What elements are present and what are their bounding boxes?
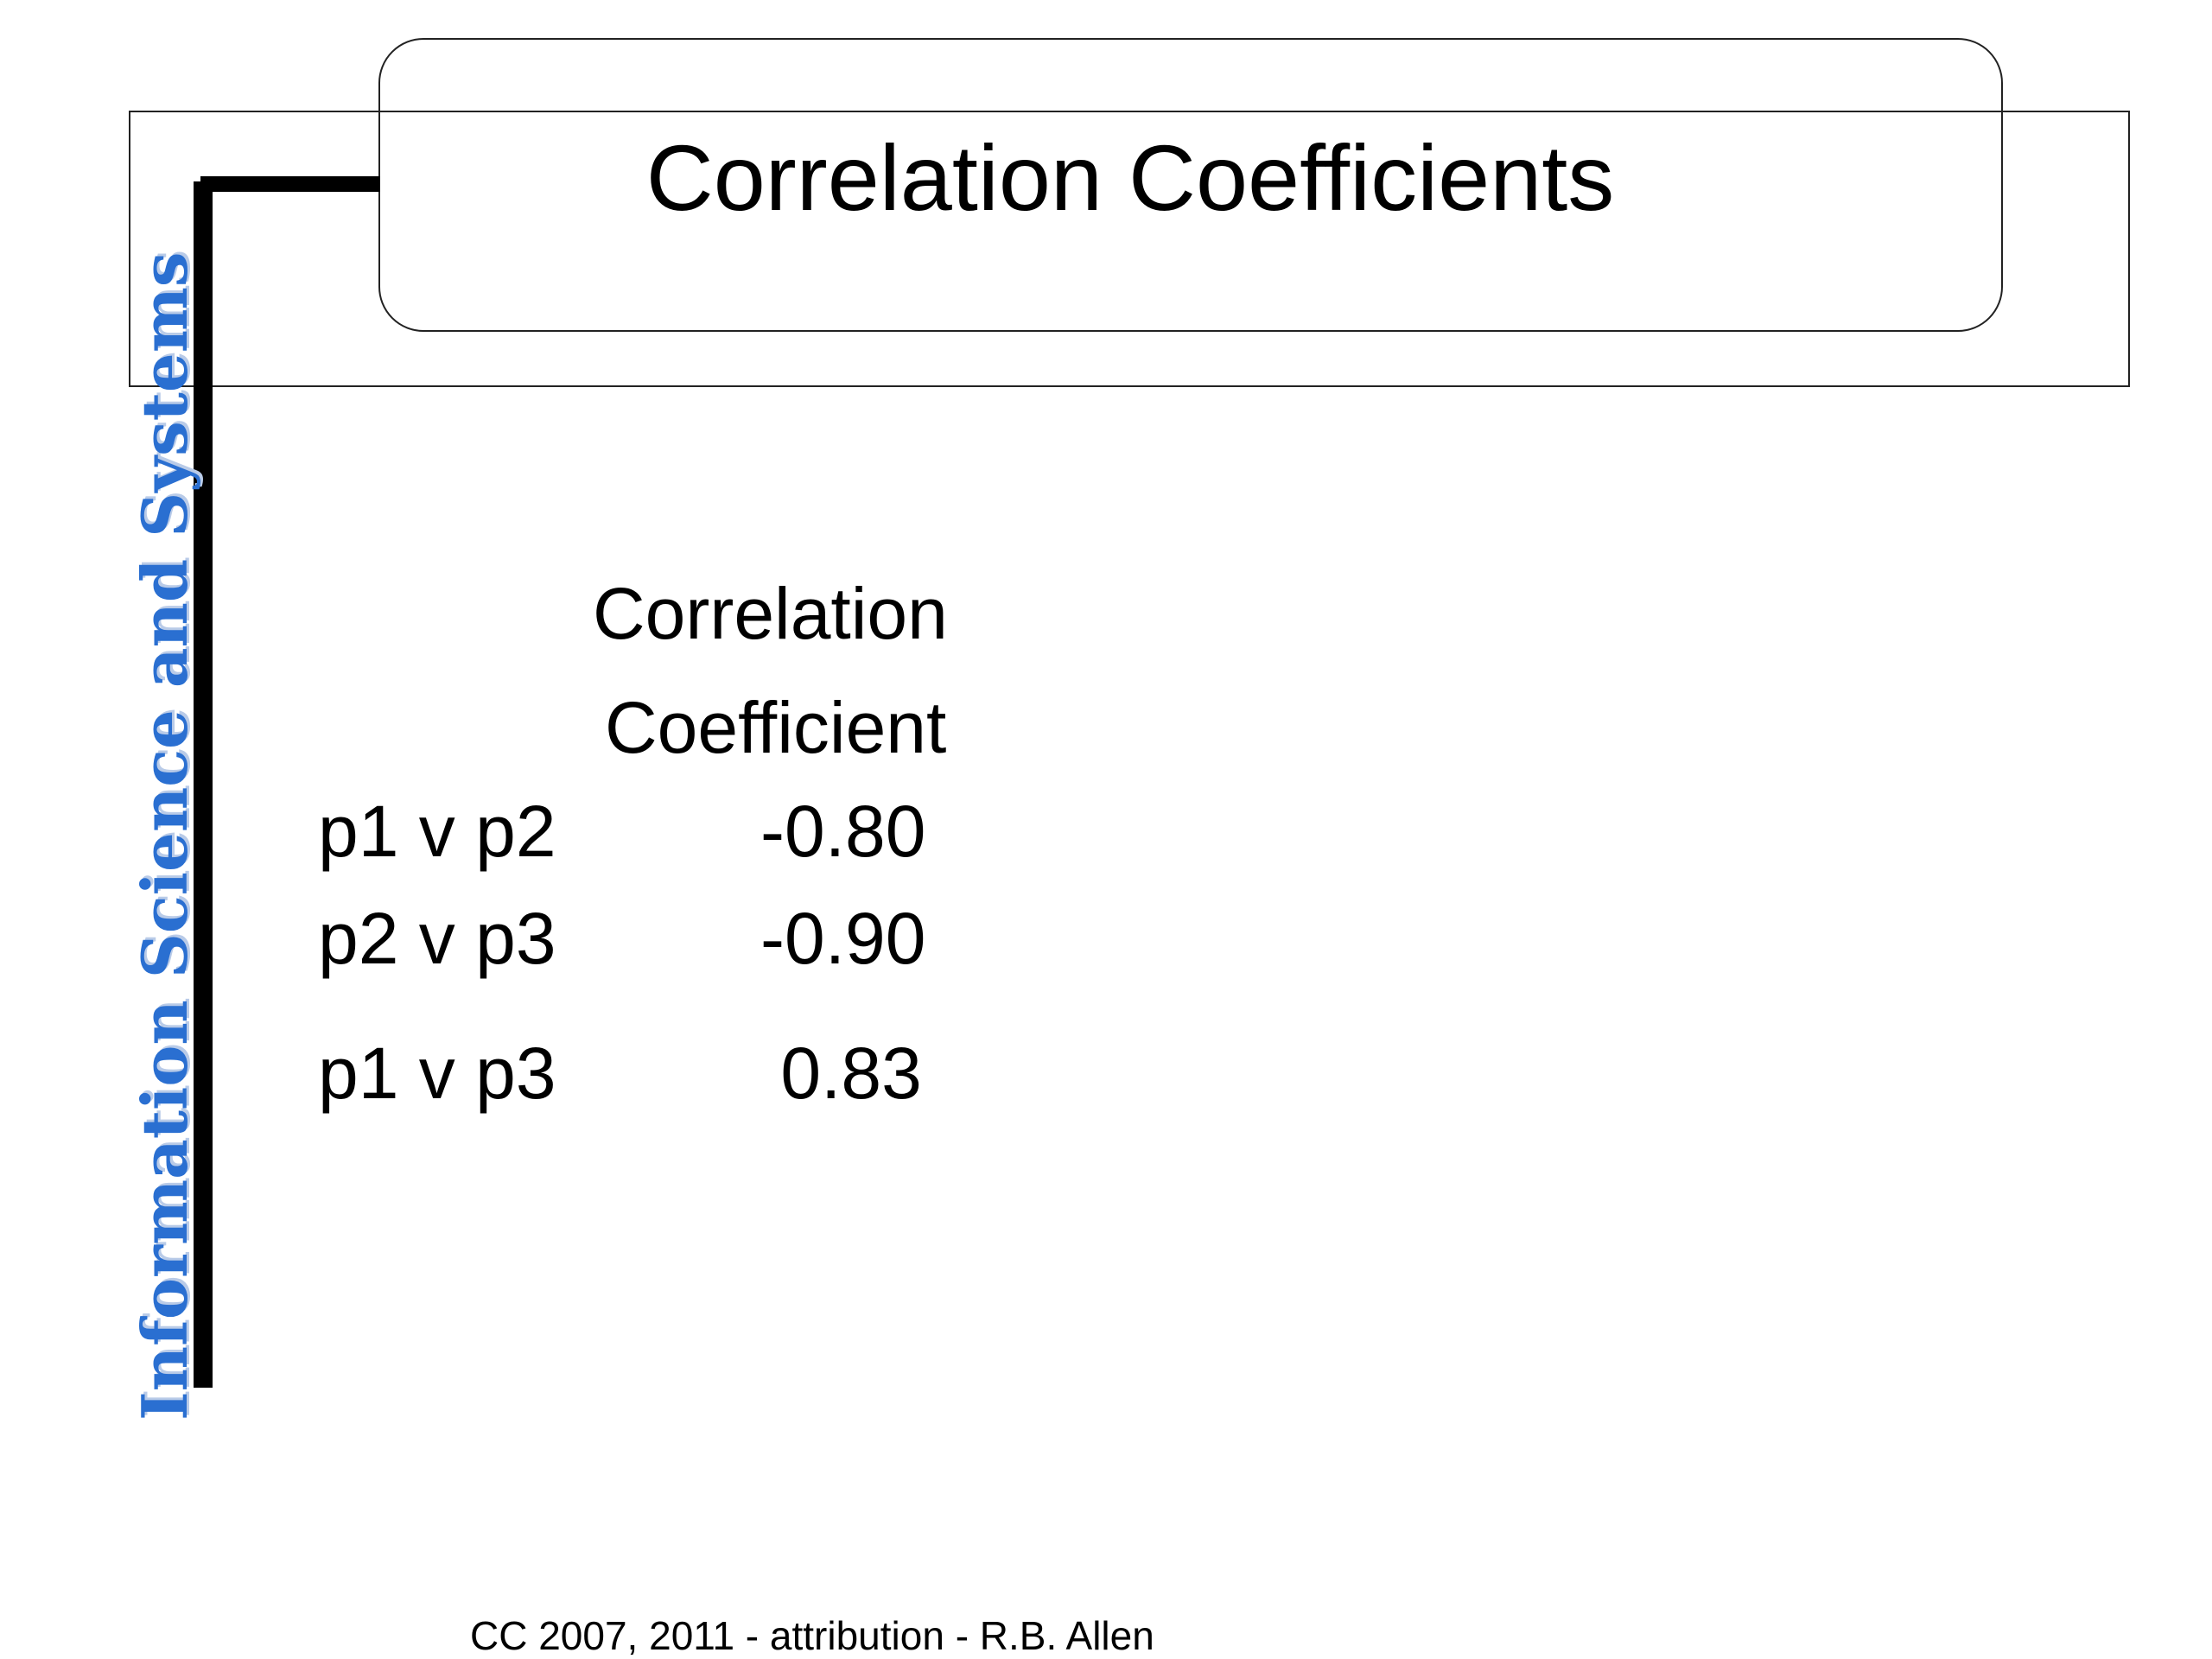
- row-coefficient-value: 0.83: [760, 1033, 922, 1114]
- row-coefficient-value: -0.80: [760, 791, 926, 872]
- bracket-vertical-line: [194, 181, 213, 1388]
- row-coefficient-value: -0.90: [760, 898, 926, 979]
- row-pair-label: p1 v p3: [318, 1033, 556, 1114]
- title-frame: [129, 111, 2130, 387]
- row-pair-label: p1 v p2: [318, 791, 556, 872]
- column-header-line1: Correlation: [593, 573, 948, 654]
- slide-title: Correlation Coefficients: [645, 125, 1615, 230]
- side-label-logo: Information Science and Systems: [128, 251, 201, 1421]
- row-pair-label: p2 v p3: [318, 898, 556, 979]
- bracket-horizontal-line: [200, 176, 380, 192]
- footer-attribution: CC 2007, 2011 - attribution - R.B. Allen: [470, 1613, 1154, 1658]
- column-header-line2: Coefficient: [605, 687, 947, 768]
